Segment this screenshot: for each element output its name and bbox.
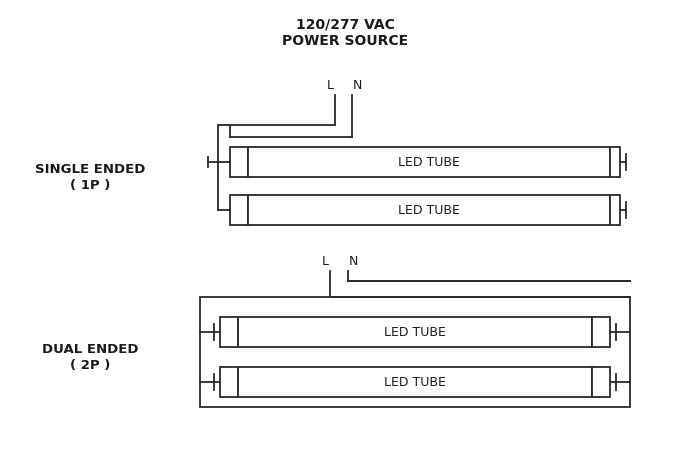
Text: L: L [322, 255, 329, 268]
Bar [248, 148, 610, 178]
Bar [610, 196, 620, 226]
Text: LED TUBE: LED TUBE [384, 326, 446, 339]
Text: LED TUBE: LED TUBE [398, 204, 460, 217]
Text: ( 2P ): ( 2P ) [70, 359, 110, 372]
Bar [220, 317, 238, 347]
Bar [610, 148, 620, 178]
Bar [220, 367, 238, 397]
Bar [592, 317, 610, 347]
Text: ( 1P ): ( 1P ) [70, 179, 110, 192]
Bar [592, 367, 610, 397]
Bar [238, 317, 592, 347]
Text: LED TUBE: LED TUBE [384, 376, 446, 389]
Text: POWER SOURCE: POWER SOURCE [282, 34, 408, 48]
Text: N: N [353, 79, 362, 92]
Text: N: N [349, 255, 358, 268]
Bar [200, 298, 630, 407]
Text: LED TUBE: LED TUBE [398, 156, 460, 169]
Bar [238, 367, 592, 397]
Text: 120/277 VAC: 120/277 VAC [295, 18, 395, 32]
Bar [230, 148, 248, 178]
Bar [248, 196, 610, 226]
Text: SINGLE ENDED: SINGLE ENDED [34, 163, 145, 176]
Bar [230, 196, 248, 226]
Text: DUAL ENDED: DUAL ENDED [42, 343, 138, 356]
Text: L: L [327, 79, 334, 92]
